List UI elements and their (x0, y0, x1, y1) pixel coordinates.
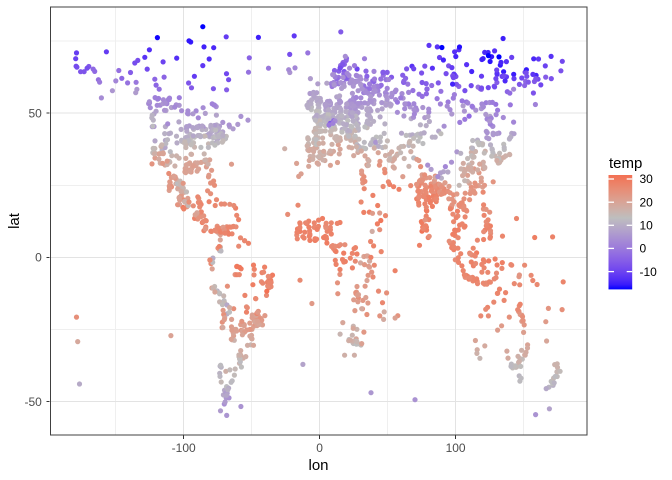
svg-text:temp: temp (609, 155, 642, 172)
svg-text:lon: lon (308, 457, 328, 474)
svg-text:50: 50 (28, 106, 42, 120)
svg-text:0: 0 (640, 242, 647, 256)
svg-text:0: 0 (316, 441, 323, 455)
svg-text:-50: -50 (24, 395, 42, 409)
svg-text:-10: -10 (640, 265, 658, 279)
svg-text:-100: -100 (172, 441, 196, 455)
svg-text:30: 30 (640, 172, 654, 186)
svg-text:100: 100 (446, 441, 466, 455)
svg-text:10: 10 (640, 219, 654, 233)
svg-text:20: 20 (640, 195, 654, 209)
svg-text:lat: lat (6, 212, 23, 229)
svg-text:0: 0 (35, 251, 42, 265)
